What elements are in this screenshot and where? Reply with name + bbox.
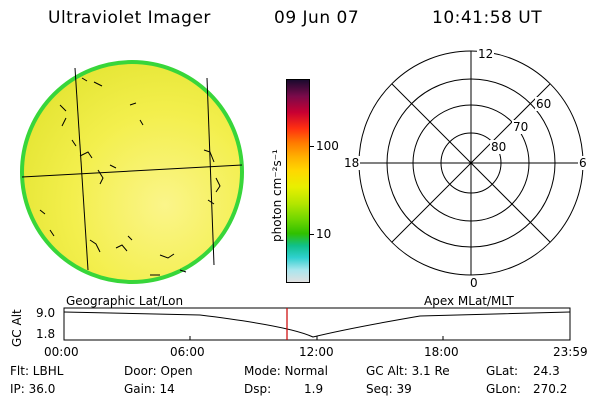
uv-disk-edge xyxy=(20,60,244,284)
colorbar-tick-10 xyxy=(309,234,314,235)
colorbar-tick-100 xyxy=(309,146,314,147)
polar-label-lat-70: 70 xyxy=(512,120,530,134)
info-gain: Gain: 14 xyxy=(124,382,175,396)
info-door: Door: Open xyxy=(124,364,193,378)
timeline-frame xyxy=(63,307,571,341)
info-glat-label: GLat: xyxy=(486,364,519,378)
polar-diagonal-2 xyxy=(391,83,551,243)
info-mode: Mode: Normal xyxy=(244,364,328,378)
timeline-x-tick-1800: 18:00 xyxy=(424,345,459,359)
graticule-lines xyxy=(21,67,243,271)
timeline-x-tick-0000: 00:00 xyxy=(44,345,79,359)
info-gcalt: GC Alt: 3.1 Re xyxy=(366,364,450,378)
info-dsp-label: Dsp: xyxy=(244,382,272,396)
colorbar xyxy=(286,79,310,283)
timeline-y-tick-low: 1.8 xyxy=(36,327,56,341)
info-glon-label: GLon: xyxy=(486,382,521,396)
info-dsp-value: 1.9 xyxy=(304,382,324,396)
time-label: 10:41:58 UT xyxy=(432,8,543,28)
info-glat-value: 24.3 xyxy=(533,364,560,378)
polar-label-18: 18 xyxy=(343,156,361,170)
polar-label-6: 6 xyxy=(578,156,588,170)
polar-label-12: 12 xyxy=(477,47,495,61)
colorbar-unit: photon cm⁻²s⁻¹ xyxy=(270,149,284,242)
timeline-ticks xyxy=(63,336,571,340)
polar-label-lat-60: 60 xyxy=(535,97,553,111)
timeline-y-tick-high: 9.0 xyxy=(36,306,56,320)
uv-image xyxy=(20,60,244,284)
uv-disk xyxy=(22,62,242,282)
timeline-y-title: GC Alt xyxy=(10,309,24,347)
date-label: 09 Jun 07 xyxy=(274,8,360,28)
timeline-x-tick-2359: 23:59 xyxy=(553,345,588,359)
polar-plot xyxy=(358,50,584,276)
info-glon-value: 270.2 xyxy=(533,382,568,396)
timeline-x-tick-1200: 12:00 xyxy=(299,345,334,359)
altitude-curve xyxy=(63,311,571,338)
info-seq: Seq: 39 xyxy=(366,382,412,396)
timeline-plot xyxy=(63,307,571,341)
timeline-left-label: Geographic Lat/Lon xyxy=(66,294,184,308)
colorbar-label-100: 100 xyxy=(316,139,339,153)
coastline-fragments xyxy=(39,77,221,276)
app-title: Ultraviolet Imager xyxy=(48,8,211,28)
info-flt: Flt: LBHL xyxy=(10,364,64,378)
info-ip: IP: 36.0 xyxy=(10,382,56,396)
timeline-right-label: Apex MLat/MLT xyxy=(424,294,514,308)
timeline-x-tick-0600: 06:00 xyxy=(170,345,205,359)
polar-label-lat-80: 80 xyxy=(490,140,508,154)
colorbar-label-10: 10 xyxy=(316,227,332,241)
polar-label-0: 0 xyxy=(469,276,479,290)
